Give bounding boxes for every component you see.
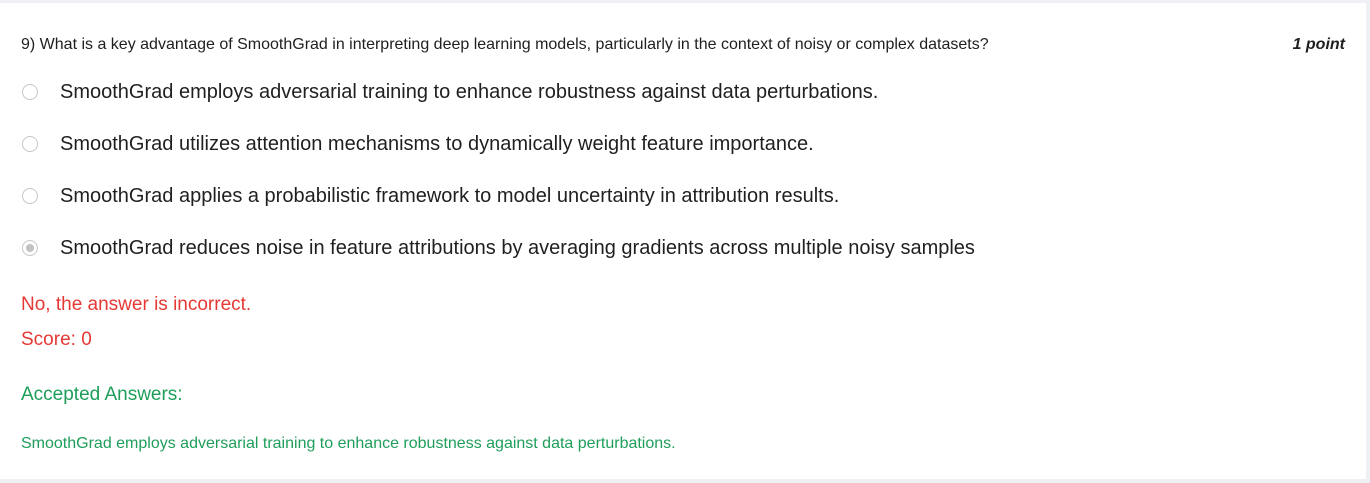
- radio-button[interactable]: [22, 188, 38, 204]
- accepted-answer-text: SmoothGrad employs adversarial training …: [21, 435, 676, 452]
- question-points: 1 point: [1292, 36, 1345, 53]
- score-text: Score: 0: [21, 329, 92, 350]
- option-2[interactable]: SmoothGrad utilizes attention mechanisms…: [22, 129, 1222, 181]
- question-card: 9) What is a key advantage of SmoothGrad…: [0, 3, 1366, 479]
- option-label: SmoothGrad employs adversarial training …: [60, 81, 879, 103]
- radio-button-selected[interactable]: [22, 240, 38, 256]
- option-label: SmoothGrad applies a probabilistic frame…: [60, 185, 840, 207]
- feedback-message: No, the answer is incorrect.: [21, 294, 252, 315]
- accepted-answers-title: Accepted Answers:: [21, 384, 183, 405]
- option-1[interactable]: SmoothGrad employs adversarial training …: [22, 77, 1222, 129]
- radio-button[interactable]: [22, 84, 38, 100]
- question-header: 9) What is a key advantage of SmoothGrad…: [21, 35, 1347, 57]
- radio-button[interactable]: [22, 136, 38, 152]
- option-label: SmoothGrad utilizes attention mechanisms…: [60, 133, 814, 155]
- option-3[interactable]: SmoothGrad applies a probabilistic frame…: [22, 181, 1222, 233]
- option-label: SmoothGrad reduces noise in feature attr…: [60, 237, 975, 259]
- answer-options: SmoothGrad employs adversarial training …: [22, 77, 1222, 285]
- option-4[interactable]: SmoothGrad reduces noise in feature attr…: [22, 233, 1222, 285]
- question-text: 9) What is a key advantage of SmoothGrad…: [21, 36, 989, 53]
